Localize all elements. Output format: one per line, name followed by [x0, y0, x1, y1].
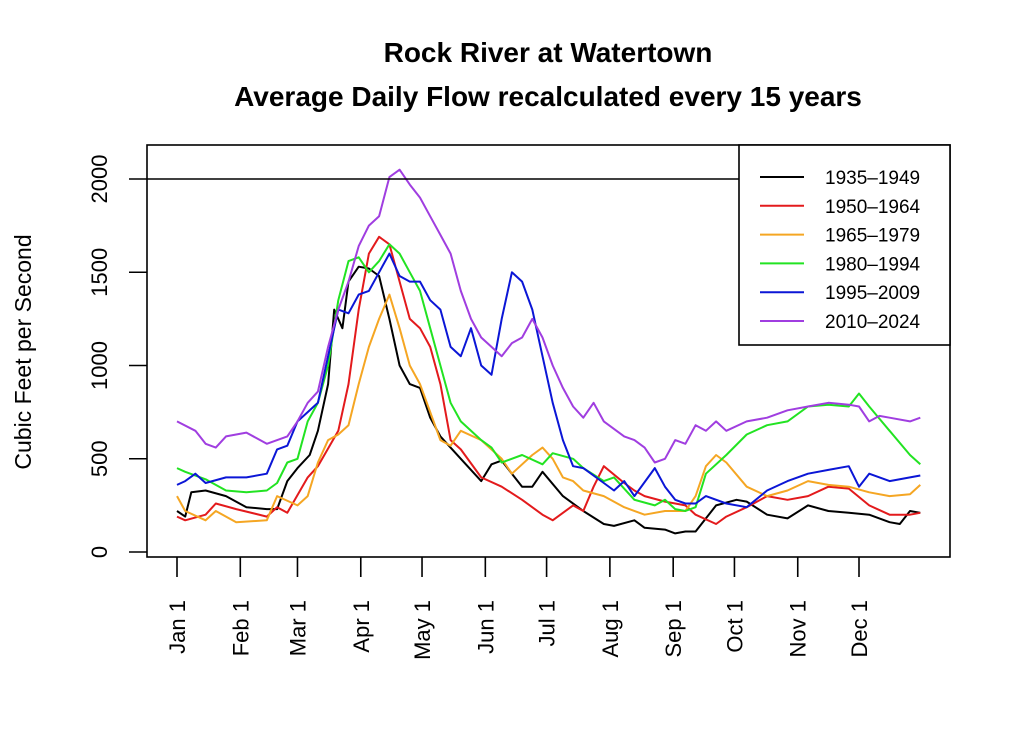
legend-label: 2010–2024: [825, 312, 921, 333]
x-tick-label: Jan 1: [165, 600, 190, 654]
series-line-3: [176, 243, 921, 512]
y-tick-label: 0: [87, 546, 112, 558]
legend-label: 1965–1979: [825, 226, 920, 247]
y-axis-label: Cubic Feet per Second: [10, 234, 36, 469]
x-tick-label: Feb 1: [228, 600, 253, 656]
x-tick-label: Sep 1: [661, 600, 686, 658]
legend: 1935–1949 1950–1964 1965–1979 1980–1994 1995…: [738, 144, 951, 346]
x-axis: Jan 1 Feb 1 Mar 1 Apr 1 May 1 Jun 1 Jul 1 Aug 1…: [165, 557, 872, 660]
y-tick-label: 1000: [87, 341, 112, 390]
series-line-5: [176, 168, 921, 464]
x-tick-label: Apr 1: [349, 600, 374, 653]
y-tick-label: 2000: [87, 155, 112, 204]
legend-box: [738, 144, 951, 346]
legend-label: 1980–1994: [825, 254, 921, 275]
legend-label: 1935–1949: [825, 168, 920, 189]
chart-subtitle: Average Daily Flow recalculated every 15…: [234, 81, 862, 112]
series-line-1: [176, 235, 921, 525]
series-line-0: [176, 265, 921, 535]
x-tick-label: Oct 1: [722, 600, 747, 653]
x-tick-label: Nov 1: [786, 600, 811, 657]
x-tick-label: May 1: [410, 600, 435, 660]
series-layer: [176, 168, 921, 535]
x-tick-label: Jun 1: [473, 600, 498, 654]
legend-label: 1995–2009: [825, 283, 920, 304]
series-line-4: [176, 252, 921, 509]
y-tick-label: 500: [87, 440, 112, 477]
legend-label: 1950–1964: [825, 197, 921, 218]
chart-title: Rock River at Watertown: [384, 37, 713, 68]
x-tick-label: Mar 1: [285, 600, 310, 656]
plot-frame: [146, 144, 951, 558]
series-line-2: [176, 293, 921, 524]
x-tick-label: Dec 1: [847, 600, 872, 657]
x-tick-label: Jul 1: [535, 600, 560, 646]
x-tick-label: Aug 1: [598, 600, 623, 658]
y-tick-label: 1500: [87, 248, 112, 297]
y-axis: 0 500 1000 1500 2000: [87, 155, 147, 558]
